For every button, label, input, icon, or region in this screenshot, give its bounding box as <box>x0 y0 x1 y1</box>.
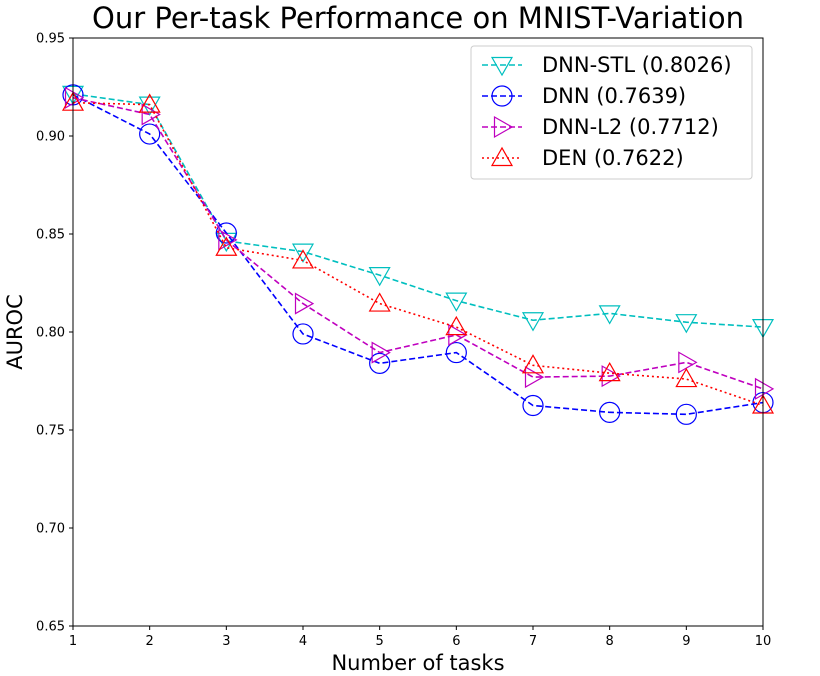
legend-marker <box>493 115 514 139</box>
series-line <box>72 96 764 390</box>
x-tick-label: 7 <box>529 634 537 649</box>
data-point <box>598 305 621 325</box>
data-point <box>292 323 314 345</box>
y-tick-label: 0.85 <box>36 228 65 243</box>
legend-box <box>470 45 753 180</box>
chart-title: Our Per-task Performance on MNIST-Variat… <box>92 1 744 35</box>
data-point <box>675 314 698 334</box>
y-tick-label: 0.75 <box>36 424 65 439</box>
data-point <box>215 222 237 244</box>
x-tick-label: 1 <box>69 634 77 649</box>
legend-label: DNN (0.7639) <box>542 84 686 108</box>
series-3 <box>61 91 775 414</box>
series-layer <box>61 84 775 425</box>
series-line <box>72 101 764 407</box>
data-point <box>675 367 698 388</box>
data-point <box>675 403 697 425</box>
data-point <box>524 366 545 389</box>
y-axis: 0.65 0.70 0.75 0.80 0.85 0.90 0.95 <box>36 32 73 635</box>
data-point <box>139 123 161 145</box>
y-tick-label: 0.90 <box>36 130 65 145</box>
y-tick-label: 0.80 <box>36 326 65 341</box>
data-point <box>754 377 775 400</box>
x-tick-label: 2 <box>146 634 154 649</box>
series-line <box>72 93 764 328</box>
legend-item: DNN-STL (0.8026) <box>482 53 732 77</box>
x-tick-label: 10 <box>755 634 772 649</box>
legend: DNN-STL (0.8026) DNN (0.7639) DNN-L2 (0.77… <box>470 45 753 180</box>
data-point <box>521 312 545 332</box>
y-axis-label: AUROC <box>3 294 27 370</box>
legend-label: DNN-STL (0.8026) <box>542 53 732 77</box>
data-point <box>138 93 161 113</box>
data-point <box>678 351 698 374</box>
data-point <box>445 341 467 364</box>
x-tick-label: 4 <box>299 634 307 649</box>
data-point <box>522 394 544 417</box>
legend-label: DNN-L2 (0.7712) <box>542 115 719 139</box>
data-point <box>294 292 315 315</box>
legend-item: DNN-L2 (0.7712) <box>482 115 719 139</box>
x-tick-label: 3 <box>222 634 230 649</box>
data-point <box>291 249 315 269</box>
data-point <box>218 228 238 251</box>
data-point <box>599 401 621 423</box>
x-tick-label: 5 <box>376 634 384 649</box>
legend-marker <box>490 146 514 167</box>
x-axis-label: Number of tasks <box>331 651 504 675</box>
x-tick-label: 6 <box>452 634 460 649</box>
data-point <box>368 292 391 312</box>
y-tick-label: 0.70 <box>36 522 65 537</box>
series-line <box>72 94 764 416</box>
data-point <box>598 361 621 382</box>
y-tick-label: 0.65 <box>36 620 65 635</box>
x-axis: 1 2 3 4 5 6 7 8 9 10 <box>69 626 771 649</box>
data-point <box>445 292 468 312</box>
series-0 <box>61 85 775 339</box>
x-tick-label: 8 <box>606 634 614 649</box>
data-point <box>141 103 161 126</box>
data-point <box>291 243 315 263</box>
y-tick-label: 0.95 <box>36 32 65 47</box>
legend-item: DNN (0.7639) <box>482 84 686 108</box>
data-point <box>445 315 468 336</box>
legend-label: DEN (0.7622) <box>542 146 684 170</box>
data-point <box>368 267 391 287</box>
x-tick-label: 9 <box>682 634 690 649</box>
legend-item: DEN (0.7622) <box>482 146 684 170</box>
legend-marker <box>491 85 513 107</box>
data-point <box>521 354 545 374</box>
data-point <box>371 341 391 364</box>
legend-marker <box>490 56 514 77</box>
data-point <box>215 236 238 256</box>
